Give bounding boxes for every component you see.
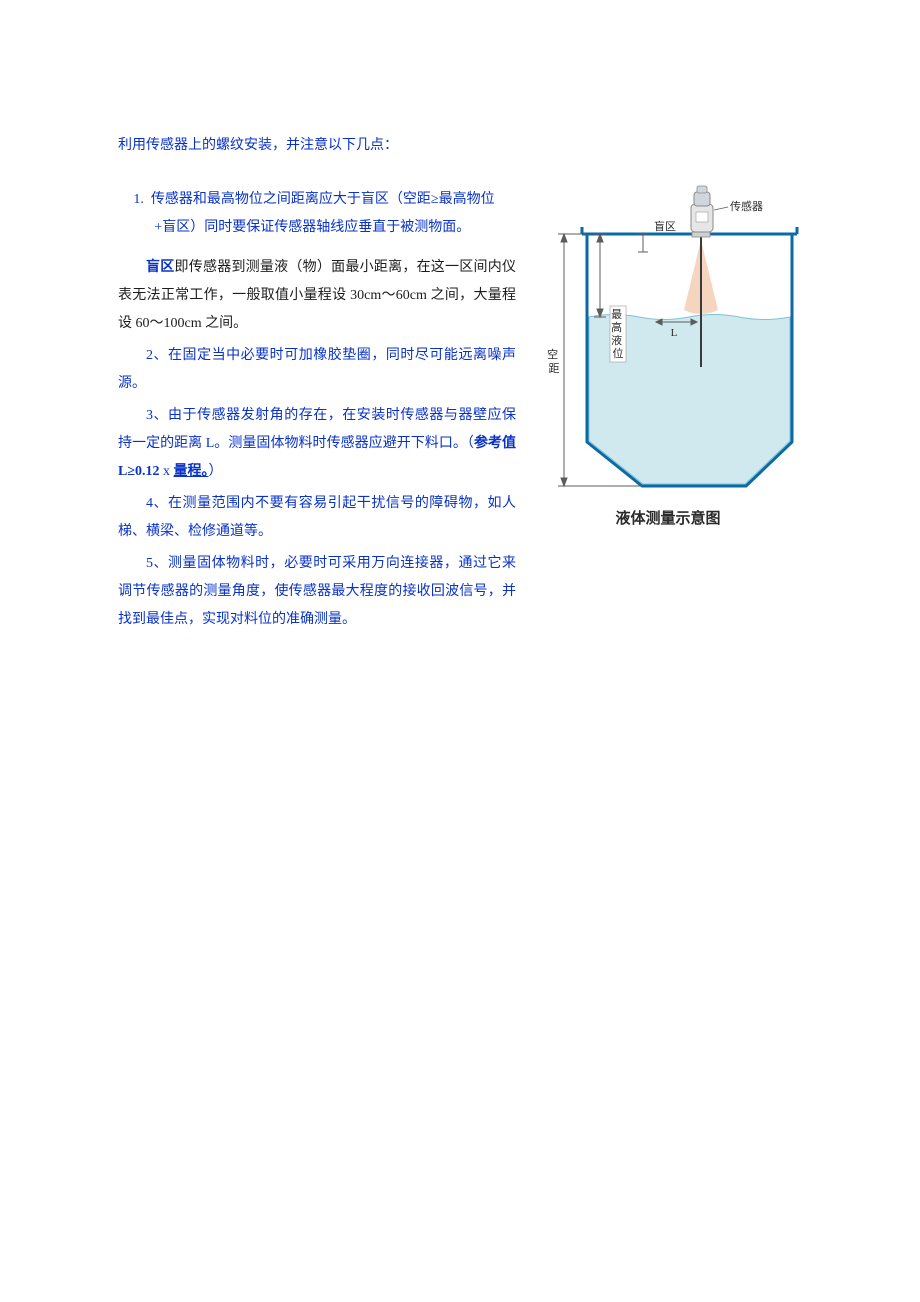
intro-line: 利用传感器上的螺纹安装，并注意以下几点： <box>118 132 802 160</box>
blind-zone-term: 盲区 <box>146 260 174 275</box>
item1-text: 传感器和最高物位之间距离应大于盲区（空距≥最高物位+盲区）同时要保证传感器轴线应… <box>151 192 495 235</box>
label-blind-zone: 盲区 <box>654 219 676 233</box>
text-column: 1. 传感器和最高物位之间距离应大于盲区（空距≥最高物位+盲区）同时要保证传感器… <box>118 172 516 638</box>
figure-column: L 盲区 传感器 <box>534 172 802 534</box>
blind-zone-paragraph: 盲区即传感器到测量液（物）面最小距离，在这一区间内仪表无法正常工作，一般取值小量… <box>118 254 516 338</box>
figure-caption: 液体测量示意图 <box>534 504 802 534</box>
paragraph-5: 5、测量固体物料时，必要时可采用万向连接器，通过它来调节传感器的测量角度，使传感… <box>118 550 516 634</box>
sensor-icon <box>691 186 713 232</box>
p3-close: ） <box>209 464 223 479</box>
label-L: L <box>671 327 678 339</box>
content-row: 1. 传感器和最高物位之间距离应大于盲区（空距≥最高物位+盲区）同时要保证传感器… <box>118 172 802 638</box>
item1-number: 1. <box>133 192 144 207</box>
paragraph-4: 4、在测量范围内不要有容易引起干扰信号的障碍物，如人梯、横梁、检修通道等。 <box>118 490 516 546</box>
label-sensor: 传感器 <box>730 200 763 213</box>
blind-zone-desc: 即传感器到测量液（物）面最小距离，在这一区间内仪表无法正常工作，一般取值小量程设… <box>118 260 516 331</box>
liquid-measure-diagram: L 盲区 传感器 <box>534 172 802 494</box>
paragraph-3: 3、由于传感器发射角的存在，在安装时传感器与器壁应保持一定的距离 L。测量固体物… <box>118 402 516 486</box>
p3-a: 3、由于传感器发射角的存在，在安装时传感器与器壁应保持一定的距离 L。测量固体物… <box>118 408 516 451</box>
p3-range: 量程。 <box>174 464 209 479</box>
paragraph-2: 2、在固定当中必要时可加橡胶垫圈，同时尽可能远离噪声源。 <box>118 342 516 398</box>
list-item-1: 1. 传感器和最高物位之间距离应大于盲区（空距≥最高物位+盲区）同时要保证传感器… <box>118 186 516 242</box>
p3-x: x <box>160 464 174 479</box>
